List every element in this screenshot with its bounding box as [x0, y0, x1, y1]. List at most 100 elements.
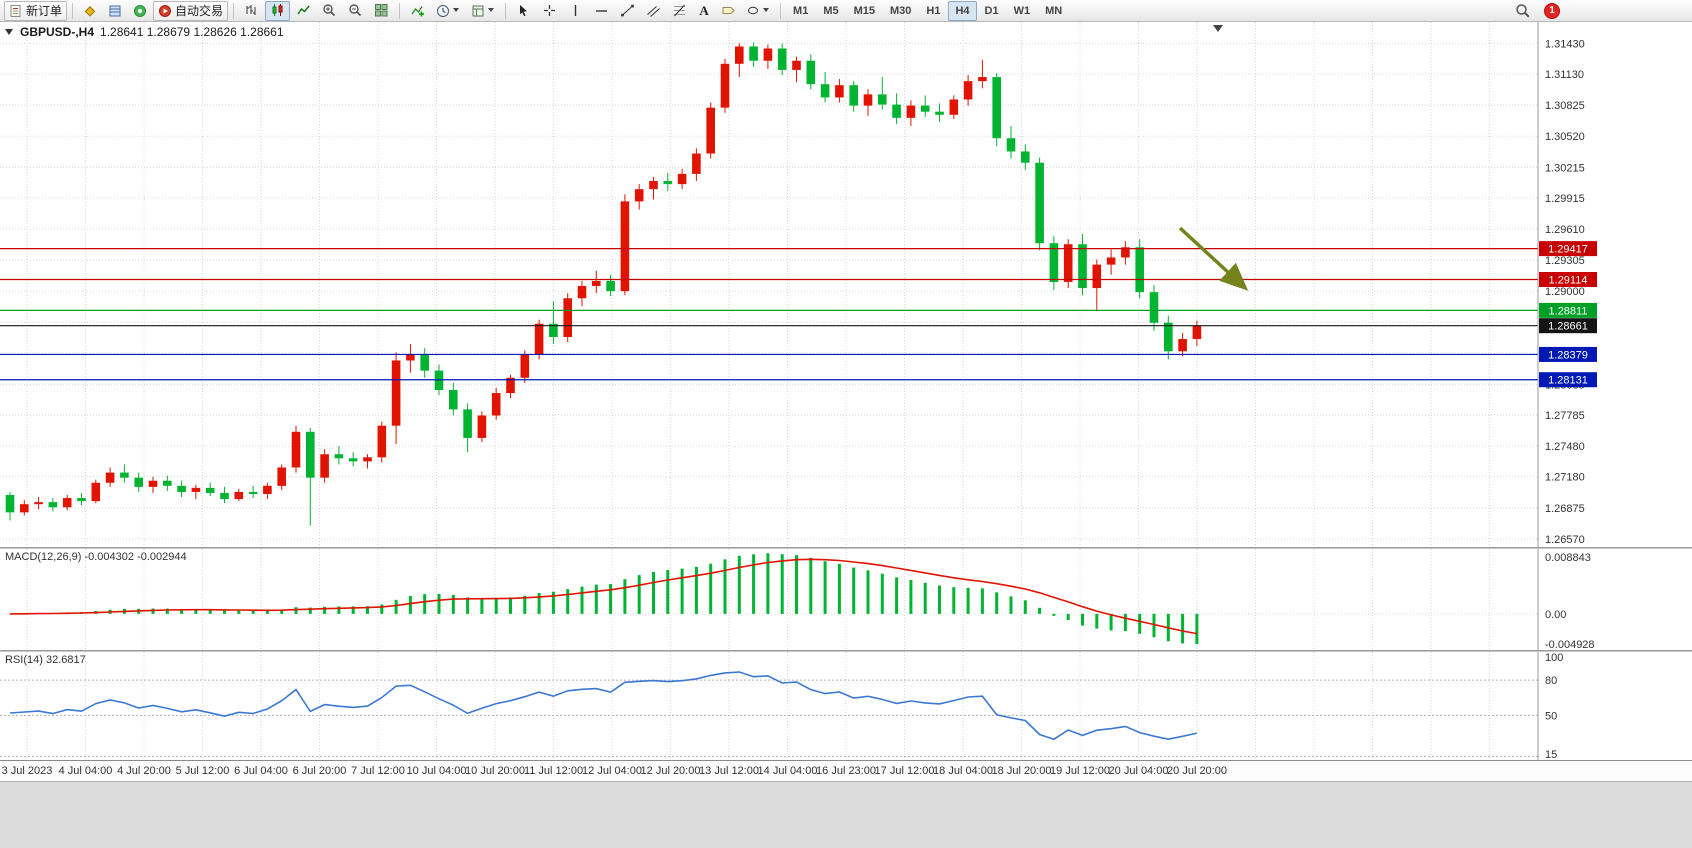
- navigator-button[interactable]: [128, 1, 152, 21]
- zoom-out-button[interactable]: [343, 1, 368, 21]
- crosshair-icon: [542, 3, 557, 18]
- template-icon: [471, 4, 485, 18]
- period-m15-button[interactable]: M15: [847, 1, 882, 21]
- text-tool-icon: A: [699, 3, 709, 18]
- period-h1-button[interactable]: H1: [919, 1, 947, 21]
- period-h4-button[interactable]: H4: [948, 0, 977, 21]
- macd-svg[interactable]: 0.008843 0.00 -0.004928: [0, 549, 1692, 651]
- vertical-line-icon: [568, 3, 583, 18]
- time-axis-label: 18 Jul 04:00: [933, 765, 993, 777]
- macd-panel[interactable]: 0.008843 0.00 -0.004928 MACD(12,26,9) -0.0…: [0, 549, 1692, 651]
- cursor-button[interactable]: [511, 1, 536, 21]
- panel-divider[interactable]: [0, 547, 1692, 549]
- time-axis-label: 19 Jul 12:00: [1050, 765, 1110, 777]
- bar-chart-button[interactable]: [239, 1, 264, 21]
- svg-text:50: 50: [1545, 710, 1557, 722]
- period-mn-button[interactable]: MN: [1038, 1, 1069, 21]
- svg-text:1.29000: 1.29000: [1545, 286, 1585, 298]
- panel-divider[interactable]: [0, 650, 1692, 652]
- price-chart-panel[interactable]: 1.31430 1.31130 1.30825 1.30520 1.30215 1.299…: [0, 22, 1692, 547]
- shapes-dropdown-button[interactable]: [742, 1, 775, 21]
- data-window-button[interactable]: [103, 1, 127, 21]
- trendline-icon: [620, 3, 635, 18]
- line-chart-icon: [296, 3, 311, 18]
- navigator-icon: [133, 4, 147, 18]
- candlestick-chart-button[interactable]: [265, 0, 291, 21]
- templates-dropdown-button[interactable]: [466, 1, 500, 21]
- fibonacci-icon: [672, 3, 687, 18]
- svg-text:1.29915: 1.29915: [1545, 193, 1585, 205]
- time-axis-label: 17 Jul 12:00: [874, 765, 935, 777]
- channel-button[interactable]: [641, 1, 666, 21]
- time-axis-label: 5 Jul 12:00: [175, 765, 230, 777]
- svg-text:1.28131: 1.28131: [1548, 375, 1588, 387]
- time-axis-label: 6 Jul 04:00: [234, 765, 288, 777]
- time-axis-label: 12 Jul 20:00: [640, 765, 701, 777]
- svg-text:1.29114: 1.29114: [1549, 275, 1588, 287]
- indicators-button[interactable]: [405, 1, 430, 21]
- svg-text:1.30520: 1.30520: [1545, 131, 1585, 143]
- svg-text:1.28811: 1.28811: [1549, 305, 1588, 317]
- svg-text:1.30825: 1.30825: [1545, 100, 1585, 112]
- svg-text:1.28661: 1.28661: [1548, 321, 1588, 333]
- text-button[interactable]: A: [693, 1, 715, 21]
- period-d1-button[interactable]: D1: [978, 1, 1006, 21]
- search-button[interactable]: [1510, 1, 1536, 21]
- period-m5-button[interactable]: M5: [816, 1, 845, 21]
- clock-icon: [436, 4, 450, 18]
- svg-text:1.26875: 1.26875: [1545, 503, 1585, 515]
- indicators-icon: [410, 3, 425, 18]
- chart-window: 1.31430 1.31130 1.30825 1.30520 1.30215 1.299…: [0, 22, 1692, 848]
- new-order-icon: [9, 4, 23, 18]
- horizontal-line-button[interactable]: [589, 1, 614, 21]
- market-watch-button[interactable]: [78, 1, 102, 21]
- svg-text:1.26570: 1.26570: [1545, 534, 1585, 546]
- period-m1-button[interactable]: M1: [786, 1, 815, 21]
- auto-trading-label: 自动交易: [175, 4, 224, 18]
- horizontal-line-icon: [594, 3, 609, 18]
- time-axis-label: 3 Jul 2023: [1, 765, 53, 777]
- svg-text:1.29305: 1.29305: [1545, 255, 1585, 267]
- auto-trading-button[interactable]: 自动交易: [153, 0, 229, 21]
- svg-text:80: 80: [1545, 675, 1557, 687]
- svg-text:1.31130: 1.31130: [1545, 69, 1584, 81]
- trendline-button[interactable]: [615, 1, 640, 21]
- period-m30-button[interactable]: M30: [883, 1, 918, 21]
- zoom-in-button[interactable]: [317, 1, 342, 21]
- candlestick-chart-icon: [270, 3, 285, 18]
- market-watch-icon: [83, 4, 97, 18]
- time-axis-label: 4 Jul 20:00: [117, 765, 171, 777]
- rsi-svg[interactable]: 100 80 50 15: [0, 652, 1692, 761]
- toolbar-separator: [399, 2, 401, 19]
- time-axis[interactable]: 3 Jul 2023 4 Jul 04:00 4 Jul 20:00 5 Jul 12…: [0, 760, 1692, 781]
- line-chart-button[interactable]: [291, 1, 316, 21]
- toolbar-separator: [505, 2, 507, 19]
- period-w1-button[interactable]: W1: [1007, 1, 1038, 21]
- rsi-panel[interactable]: 100 80 50 15 RSI(14) 32.6817: [0, 652, 1692, 761]
- tile-windows-button[interactable]: [369, 1, 394, 21]
- shapes-icon: [747, 4, 760, 17]
- new-order-button[interactable]: 新订单: [4, 0, 68, 21]
- label-button[interactable]: [716, 1, 741, 21]
- chevron-down-icon: [763, 8, 770, 13]
- tile-windows-icon: [374, 3, 389, 18]
- fibonacci-button[interactable]: [667, 1, 692, 21]
- svg-text:1.29610: 1.29610: [1545, 224, 1585, 236]
- time-axis-label: 7 Jul 12:00: [351, 765, 405, 777]
- time-axis-label: 10 Jul 20:00: [465, 765, 525, 777]
- notification-badge[interactable]: 1: [1544, 2, 1560, 19]
- crosshair-button[interactable]: [537, 1, 562, 21]
- periods-dropdown-button[interactable]: [431, 1, 465, 21]
- search-icon: [1515, 3, 1531, 19]
- price-chart-svg[interactable]: 1.31430 1.31130 1.30825 1.30520 1.30215 1.299…: [0, 22, 1692, 547]
- time-axis-label: 18 Jul 20:00: [991, 765, 1052, 777]
- vertical-line-button[interactable]: [563, 1, 588, 21]
- zoom-in-icon: [322, 3, 337, 18]
- time-axis-label: 13 Jul 12:00: [699, 765, 759, 777]
- svg-text:1.27180: 1.27180: [1545, 472, 1585, 484]
- time-axis-label: 12 Jul 04:00: [582, 765, 642, 777]
- svg-text:-0.004928: -0.004928: [1545, 639, 1595, 650]
- svg-text:15: 15: [1545, 749, 1557, 760]
- toolbar-separator: [72, 2, 74, 19]
- svg-text:1.27480: 1.27480: [1545, 441, 1585, 453]
